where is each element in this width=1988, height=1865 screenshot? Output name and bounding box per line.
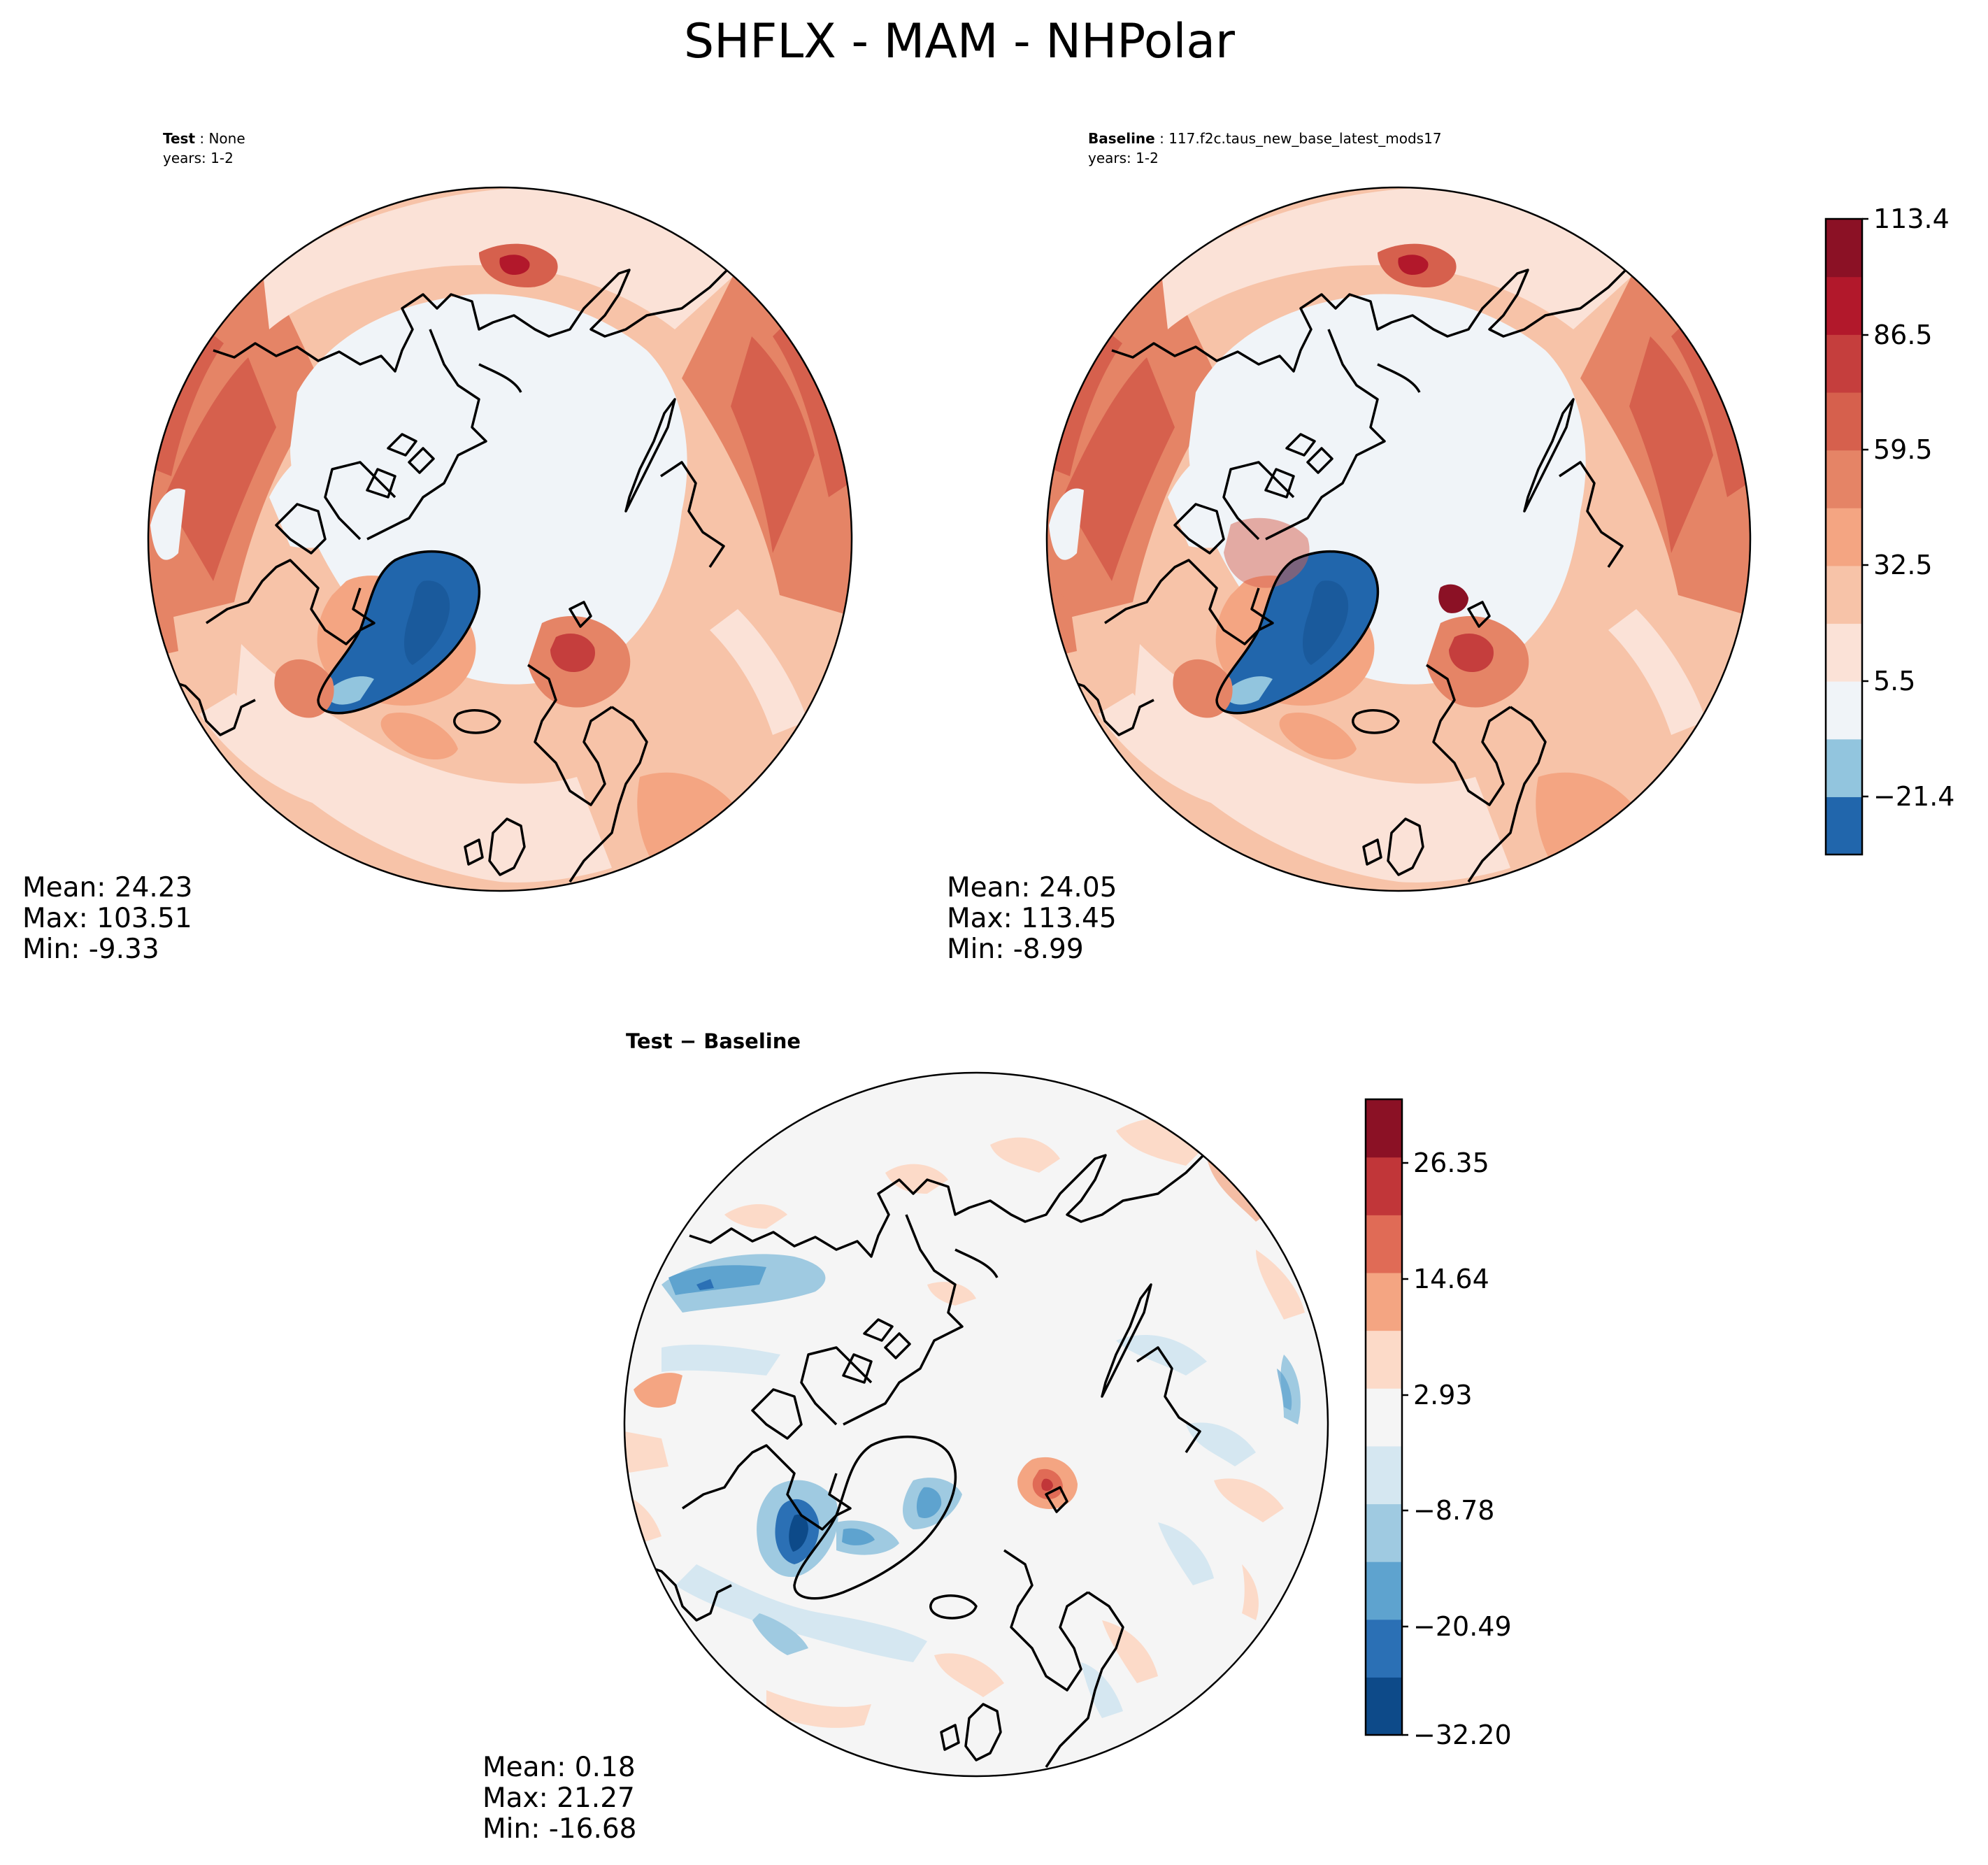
main-colorbar-swatch — [1826, 219, 1862, 278]
main-colorbar-swatch — [1826, 334, 1862, 393]
diff-colorbar-swatch — [1366, 1388, 1402, 1447]
diff-colorbar-swatch — [1366, 1157, 1402, 1215]
main-colorbar-swatch — [1826, 738, 1862, 797]
polar-stereographic-map-icon — [1047, 187, 1750, 891]
test-panel-years: years: 1-2 — [163, 150, 234, 166]
main-colorbar-swatch — [1826, 450, 1862, 508]
test-panel-label: Test : None — [163, 130, 245, 147]
baseline-stats-mean: Mean: 24.05 — [947, 872, 1117, 903]
main-colorbar-tick-label: 113.4 — [1873, 203, 1950, 234]
diff-colorbar-swatch — [1366, 1330, 1402, 1389]
map-boundary — [623, 1071, 1329, 1778]
polar-stereographic-map-icon — [624, 1073, 1328, 1776]
diff-colorbar-tick-label: 26.35 — [1413, 1148, 1489, 1178]
diff-colorbar-swatch — [1366, 1099, 1402, 1158]
diff-stats-mean: Mean: 0.18 — [482, 1752, 636, 1783]
baseline-panel: Baseline : 117.f2c.taus_new_base_latest_… — [947, 130, 1752, 965]
diff-colorbar-tick-label: −8.78 — [1413, 1495, 1494, 1526]
main-colorbar-swatch — [1826, 623, 1862, 682]
main-colorbar-tick-label: 32.5 — [1873, 550, 1933, 580]
test-stats-mean: Mean: 24.23 — [22, 872, 192, 903]
diff-colorbar-tick-label: −20.49 — [1413, 1611, 1512, 1642]
diff-colorbar-swatch — [1366, 1562, 1402, 1620]
main-colorbar-swatch — [1826, 392, 1862, 451]
main-colorbar-tick-label: 59.5 — [1873, 434, 1933, 465]
baseline-panel-label: Baseline : 117.f2c.taus_new_base_latest_… — [1088, 130, 1442, 147]
test-panel: Test : None years: 1-2 Mean: 24.23 Max: … — [22, 130, 853, 965]
diff-colorbar-tick-label: 2.93 — [1413, 1380, 1473, 1410]
main-colorbar-tick-label: 86.5 — [1873, 320, 1933, 350]
diff-panel-label: Test − Baseline — [626, 1029, 801, 1053]
figure-title: SHFLX - MAM - NHPolar — [684, 14, 1235, 69]
diff-colorbar-swatch — [1366, 1215, 1402, 1273]
baseline-panel-years: years: 1-2 — [1088, 150, 1159, 166]
main-colorbar-swatch — [1826, 565, 1862, 624]
baseline-stats-min: Min: -8.99 — [947, 934, 1084, 965]
main-colorbar-swatch — [1826, 681, 1862, 740]
diff-colorbar-swatch — [1366, 1445, 1402, 1505]
diff-colorbar-swatch — [1366, 1619, 1402, 1678]
main-colorbar-tick-label: 5.5 — [1873, 666, 1915, 696]
map-boundary — [1045, 186, 1752, 892]
test-stats-min: Min: -9.33 — [22, 934, 159, 965]
map-boundary — [147, 186, 853, 892]
diff-colorbar-swatch — [1366, 1677, 1402, 1736]
diff-colorbar-tick-label: −32.20 — [1413, 1720, 1512, 1750]
test-stats-max: Max: 103.51 — [22, 903, 192, 934]
main-colorbar-tick-label: −21.4 — [1873, 781, 1954, 812]
main-colorbar-swatch — [1826, 276, 1862, 335]
main-colorbar: 113.4 86.5 59.5 32.5 5.5 −21.4 — [1824, 203, 1954, 856]
diff-stats-max: Max: 21.27 — [482, 1782, 635, 1814]
main-colorbar-swatch — [1826, 796, 1862, 855]
diff-stats-min: Min: -16.68 — [482, 1813, 636, 1845]
diff-colorbar-swatch — [1366, 1272, 1402, 1331]
main-colorbar-frame — [1824, 217, 1864, 856]
diff-colorbar-frame — [1364, 1098, 1403, 1736]
main-colorbar-swatch — [1826, 508, 1862, 566]
diff-panel: Test − Baseline Mean: 0.18 Max: 21.27 Mi… — [482, 1029, 1329, 1845]
diff-colorbar-tick-label: 14.64 — [1413, 1264, 1489, 1294]
polar-stereographic-map-icon — [148, 187, 852, 891]
baseline-stats-max: Max: 113.45 — [947, 903, 1117, 934]
diff-colorbar-swatch — [1366, 1503, 1402, 1562]
diff-colorbar: 26.35 14.64 2.93 −8.78 −20.49 −32.20 — [1364, 1098, 1512, 1750]
